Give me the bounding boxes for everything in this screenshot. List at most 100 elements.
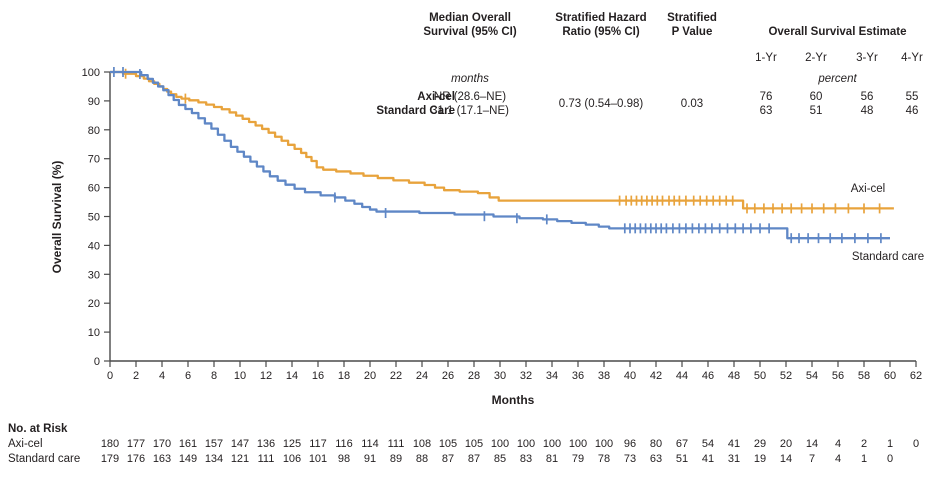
est-std-3yr: 48 [860, 105, 874, 117]
risk-count: 88 [415, 453, 429, 465]
p-value: 0.03 [680, 98, 704, 110]
x-tick-label: 36 [572, 370, 584, 382]
months-unit-label: months [451, 73, 489, 85]
risk-count: 2 [860, 438, 868, 450]
risk-count: 63 [649, 453, 663, 465]
risk-count: 83 [519, 453, 533, 465]
median-standard-care: 31.1 (17.1–NE) [431, 105, 509, 117]
risk-count: 96 [623, 438, 637, 450]
y-tick-label: 90 [88, 96, 100, 108]
risk-count: 100 [542, 438, 562, 450]
y-tick-label: 70 [88, 154, 100, 166]
x-tick-label: 62 [910, 370, 922, 382]
median-os-header: Median Overall Survival (95% CI) [390, 12, 550, 39]
y-tick-label: 50 [88, 212, 100, 224]
subcol-2yr: 2-Yr [805, 52, 827, 64]
y-tick-label: 0 [94, 356, 100, 368]
risk-count: 101 [308, 453, 328, 465]
y-tick-label: 10 [88, 327, 100, 339]
os-estimate-header: Overall Survival Estimate [768, 26, 907, 38]
risk-count: 149 [178, 453, 198, 465]
risk-count: 114 [361, 438, 379, 450]
risk-count: 0 [912, 438, 920, 450]
risk-count: 147 [230, 438, 250, 450]
hazard-ratio-header-line2: Ratio (95% CI) [562, 25, 640, 38]
risk-count: 100 [516, 438, 536, 450]
x-tick-label: 16 [312, 370, 324, 382]
x-tick-label: 50 [754, 370, 766, 382]
risk-count: 87 [441, 453, 455, 465]
x-tick-label: 8 [211, 370, 217, 382]
risk-count: 111 [257, 453, 275, 465]
no-at-risk-title: No. at Risk [8, 423, 68, 435]
y-tick-label: 60 [88, 183, 100, 195]
risk-count: 105 [438, 438, 458, 450]
x-tick-label: 4 [159, 370, 165, 382]
risk-count: 179 [100, 453, 120, 465]
x-tick-label: 24 [416, 370, 428, 382]
risk-count: 111 [387, 438, 405, 450]
hazard-ratio-value: 0.73 (0.54–0.98) [558, 98, 644, 110]
risk-count: 54 [701, 438, 715, 450]
risk-count: 81 [545, 453, 559, 465]
x-tick-label: 44 [676, 370, 688, 382]
x-tick-label: 6 [185, 370, 191, 382]
risk-count: 161 [178, 438, 198, 450]
subcol-1yr: 1-Yr [755, 52, 777, 64]
risk-count: 98 [337, 453, 351, 465]
x-tick-label: 54 [806, 370, 818, 382]
subcol-3yr: 3-Yr [856, 52, 878, 64]
x-tick-label: 60 [884, 370, 896, 382]
x-tick-label: 2 [133, 370, 139, 382]
x-tick-label: 38 [598, 370, 610, 382]
x-tick-label: 42 [650, 370, 662, 382]
risk-label-axi-cel: Axi-cel [8, 438, 43, 450]
x-tick-label: 26 [442, 370, 454, 382]
risk-count: 170 [152, 438, 172, 450]
risk-count: 73 [623, 453, 637, 465]
risk-count: 91 [363, 453, 377, 465]
risk-count: 163 [152, 453, 172, 465]
est-axicel-1yr: 76 [759, 91, 773, 103]
risk-count: 4 [834, 438, 842, 450]
risk-count: 31 [727, 453, 741, 465]
risk-count: 121 [230, 453, 250, 465]
x-tick-label: 0 [107, 370, 113, 382]
y-tick-label: 80 [88, 125, 100, 137]
risk-count: 51 [675, 453, 689, 465]
risk-count: 0 [886, 453, 894, 465]
x-tick-label: 28 [468, 370, 480, 382]
risk-count: 80 [649, 438, 663, 450]
risk-count: 1 [860, 453, 868, 465]
est-axicel-4yr: 55 [905, 91, 919, 103]
risk-count: 157 [204, 438, 224, 450]
y-tick-label: 20 [88, 298, 100, 310]
risk-count: 136 [256, 438, 276, 450]
x-tick-label: 56 [832, 370, 844, 382]
row-label-axi-cel: Axi-cel [417, 91, 455, 103]
risk-count: 20 [779, 438, 793, 450]
risk-count: 116 [335, 438, 353, 450]
row-label-standard-care: Standard Care [376, 105, 455, 117]
y-tick-label: 100 [82, 67, 100, 79]
risk-count: 85 [493, 453, 507, 465]
risk-count: 108 [412, 438, 432, 450]
risk-count: 29 [753, 438, 767, 450]
est-std-1yr: 63 [759, 105, 773, 117]
risk-count: 14 [779, 453, 793, 465]
risk-count: 41 [727, 438, 741, 450]
risk-count: 125 [282, 438, 302, 450]
risk-count: 78 [597, 453, 611, 465]
x-tick-label: 30 [494, 370, 506, 382]
median-axi-cel: NR (28.6–NE) [433, 91, 507, 103]
x-tick-label: 10 [234, 370, 246, 382]
risk-count: 176 [126, 453, 146, 465]
x-tick-label: 32 [520, 370, 532, 382]
est-std-4yr: 46 [905, 105, 919, 117]
x-tick-label: 12 [260, 370, 272, 382]
percent-unit-label: percent [818, 73, 857, 85]
est-axicel-3yr: 56 [860, 91, 874, 103]
p-value-header-line1: Stratified [667, 12, 717, 24]
